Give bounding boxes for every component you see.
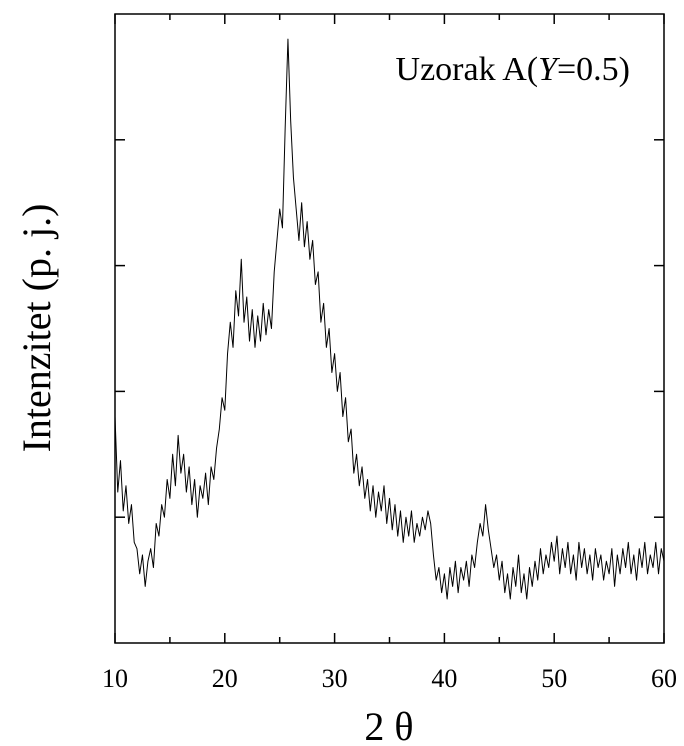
x-tick-label: 10	[102, 664, 128, 693]
data-line	[114, 38, 665, 600]
x-tick-label: 20	[212, 664, 238, 693]
plot-frame	[114, 13, 665, 644]
title-text: Uzorak A(	[396, 51, 539, 88]
x-tick-label: 60	[651, 664, 677, 693]
x-tick-label: 50	[541, 664, 567, 693]
x-axis-label: 2 θ	[364, 704, 413, 746]
chart-title: Uzorak A(Y=0.5)	[396, 51, 630, 88]
y-axis-label: Intenzitet (p. j.)	[14, 204, 59, 453]
x-tick-label: 30	[322, 664, 348, 693]
title-text: =0.5)	[557, 51, 630, 88]
x-tick-label: 40	[431, 664, 457, 693]
title-variable: Y	[538, 51, 560, 88]
